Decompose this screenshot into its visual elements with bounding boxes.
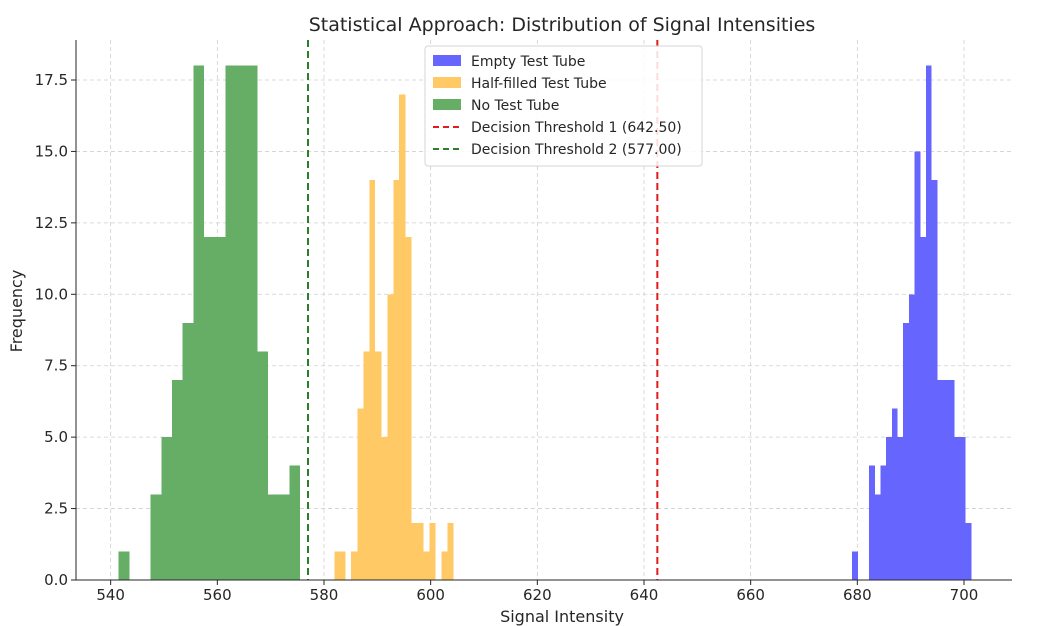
histogram-bar — [204, 237, 215, 580]
histogram-bar — [423, 551, 430, 580]
tick-labels: 540 560 580 600 620 640 660 680 700 0.0 2.5 5.0 7.5 1… — [35, 71, 979, 604]
axes — [75, 40, 1012, 581]
histogram-bar — [903, 322, 910, 580]
histogram-bar — [236, 65, 247, 580]
y-tick-label: 2.5 — [44, 500, 68, 518]
histogram-bar — [943, 380, 949, 580]
legend-entry-label: Decision Threshold 2 (577.00) — [471, 142, 682, 158]
histogram-bar — [965, 522, 972, 580]
series-empty-test-tube — [852, 65, 972, 580]
histogram-bar — [926, 65, 932, 580]
legend-swatch — [433, 55, 461, 66]
y-axis-label: Frequency — [7, 270, 26, 353]
legend-entry-label: Half-filled Test Tube — [471, 76, 607, 92]
histogram-bar — [429, 522, 436, 580]
histogram-bar — [150, 494, 162, 580]
y-tick-label: 5.0 — [44, 428, 68, 446]
x-tick-label: 700 — [950, 586, 979, 604]
histogram-bar — [405, 237, 412, 580]
histogram-bar — [381, 437, 388, 580]
histogram-bar — [214, 237, 226, 580]
histogram-bar — [351, 551, 358, 580]
histogram-bar — [869, 465, 875, 580]
y-tick-label: 10.0 — [35, 285, 68, 303]
y-tick-label: 7.5 — [44, 357, 68, 375]
legend-swatch — [433, 99, 461, 110]
histogram-bar — [920, 237, 927, 580]
x-tick-label: 680 — [843, 586, 872, 604]
histogram-bar — [387, 294, 394, 580]
histogram-bar — [334, 551, 346, 580]
legend-swatch — [433, 77, 461, 88]
histogram-bar — [225, 65, 236, 580]
histogram-bar — [874, 494, 881, 580]
histogram-bar — [411, 522, 418, 580]
histogram-bar — [852, 551, 858, 580]
histogram-bar — [172, 380, 183, 580]
y-tick-label: 15.0 — [35, 142, 68, 160]
histogram-bar — [880, 465, 887, 580]
legend-entry-label: No Test Tube — [471, 98, 559, 114]
x-tick-label: 640 — [630, 586, 659, 604]
x-tick-label: 620 — [523, 586, 552, 604]
histogram-bar — [357, 408, 364, 580]
y-tick-label: 12.5 — [35, 214, 68, 232]
y-tick-label: 0.0 — [44, 571, 68, 589]
series-no-test-tube — [118, 65, 300, 580]
histogram-bar — [937, 380, 944, 580]
histogram-bar — [417, 522, 424, 580]
histogram-bar — [369, 180, 376, 580]
legend-entry-label: Empty Test Tube — [471, 54, 585, 70]
histogram-bar — [246, 65, 258, 580]
legend: Empty Test Tube Half-filled Test Tube No T… — [424, 45, 703, 167]
histogram-bar — [931, 180, 938, 580]
histogram-bar — [948, 380, 955, 580]
histogram-bar — [278, 494, 290, 580]
histogram-bar — [954, 437, 961, 580]
histogram-bar — [441, 551, 448, 580]
histogram-bar — [399, 94, 406, 581]
legend-entry-label: Decision Threshold 1 (642.50) — [471, 120, 682, 136]
histogram-bar — [118, 551, 130, 580]
histogram-bar — [363, 351, 370, 580]
histogram-bars — [118, 65, 972, 581]
histogram-bar — [289, 465, 300, 580]
histogram-bar — [393, 180, 400, 580]
histogram-bar — [914, 151, 921, 580]
x-axis-label: Signal Intensity — [500, 607, 624, 626]
x-tick-label: 600 — [416, 586, 445, 604]
histogram-bar — [447, 522, 454, 580]
histogram-bar — [909, 294, 915, 580]
x-tick-label: 540 — [96, 586, 125, 604]
legend-box — [424, 45, 703, 167]
histogram-bar — [182, 322, 194, 580]
histogram-bar — [161, 437, 172, 580]
series-half-filled-test-tube — [334, 94, 454, 581]
y-tick-label: 17.5 — [35, 71, 68, 89]
x-tick-label: 560 — [203, 586, 232, 604]
histogram-bar — [960, 437, 966, 580]
x-tick-label: 660 — [736, 586, 765, 604]
histogram-bar — [193, 65, 204, 580]
histogram-bar — [892, 408, 898, 580]
histogram-bar — [375, 351, 382, 580]
histogram-bar — [886, 437, 892, 580]
chart-title: Statistical Approach: Distribution of Si… — [309, 14, 816, 36]
x-tick-label: 580 — [310, 586, 339, 604]
histogram-bar — [268, 494, 279, 580]
histogram-bar — [897, 437, 904, 580]
histogram-bar — [257, 351, 268, 580]
